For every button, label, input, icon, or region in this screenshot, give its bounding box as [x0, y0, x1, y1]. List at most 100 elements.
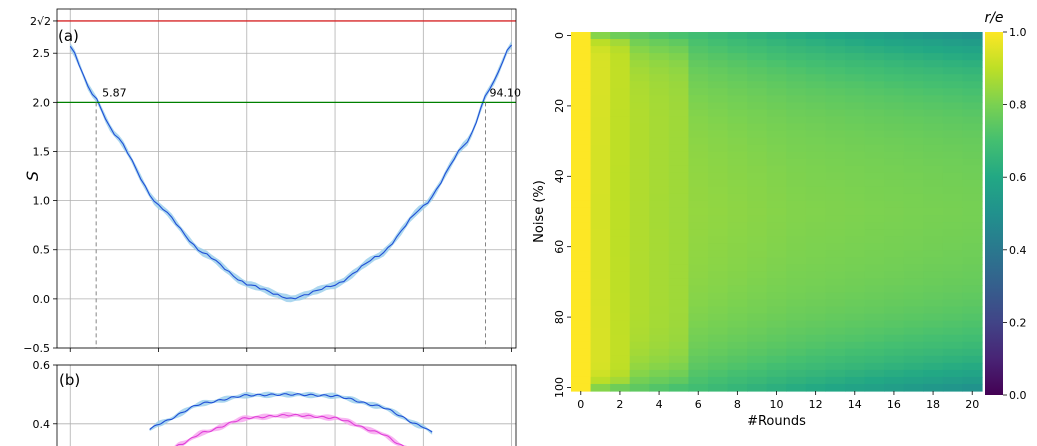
heatmap-cell: [649, 299, 670, 308]
heatmap-cell: [668, 200, 690, 209]
heatmap-cell: [903, 362, 924, 371]
heatmap-cell: [864, 292, 885, 301]
heatmap-cell: [825, 355, 846, 364]
heatmap-cell: [571, 95, 592, 103]
heatmap-cell: [962, 222, 983, 230]
heatmap-cell: [629, 334, 650, 343]
heatmap-cell: [942, 250, 964, 258]
heatmap-cell: [942, 109, 964, 118]
heatmap-cell: [825, 383, 846, 392]
heatmap-cell: [825, 313, 846, 322]
heatmap-cell: [571, 369, 592, 378]
heatmap-cell: [571, 306, 592, 315]
heatmap-cell: [903, 236, 924, 244]
heatmap-cell: [805, 320, 827, 329]
heatmap-cell: [590, 320, 611, 329]
heatmap-cell: [805, 236, 827, 244]
heatmap-cell: [668, 334, 690, 343]
heatmap-cell: [708, 299, 729, 308]
heatmap-cell: [610, 320, 631, 329]
heatmap-cell: [942, 243, 964, 251]
heatmap-cell: [962, 348, 983, 357]
heatmap-cell: [845, 137, 866, 146]
heatmap-cell: [649, 74, 670, 82]
heatmap-cell: [962, 369, 983, 378]
heatmap-cell: [825, 95, 846, 103]
heatmap-cell: [825, 102, 846, 111]
heatmap-cell: [610, 53, 631, 61]
heatmap-cell: [845, 158, 866, 167]
heatmap-cell: [786, 215, 807, 223]
heatmap-cell: [668, 243, 690, 251]
heatmap-cell: [747, 271, 768, 279]
heatmap-cell: [845, 67, 866, 75]
bound-label-2-root-2: 2√2: [30, 15, 51, 28]
heatmap-cell: [962, 257, 983, 265]
heatmap-cell: [884, 264, 905, 272]
heatmap-cell: [688, 376, 709, 385]
heatmap-cell: [766, 130, 787, 139]
heatmap-cell: [649, 172, 670, 181]
heatmap-cell: [668, 102, 690, 111]
heatmap-cell: [629, 109, 650, 118]
series-line-s: [69, 44, 513, 300]
heatmap-cell: [747, 243, 768, 251]
heatmap-cell: [747, 264, 768, 272]
heatmap-cell: [590, 144, 611, 153]
heatmap-cell: [786, 81, 807, 89]
heatmap-cell: [688, 299, 709, 308]
heatmap-cell: [825, 278, 846, 287]
heatmap-cell: [884, 137, 905, 146]
heatmap-cell: [864, 39, 885, 47]
heatmap-cell: [629, 313, 650, 322]
heatmap-cell: [688, 109, 709, 118]
heatmap-cell: [864, 81, 885, 89]
heatmap-cell: [942, 151, 964, 160]
heatmap-cell: [708, 53, 729, 61]
heatmap-cell: [610, 383, 631, 392]
heatmap-cell: [923, 172, 944, 181]
heatmap-cell: [708, 109, 729, 118]
heatmap-cell: [708, 193, 729, 202]
heatmap-cell: [903, 60, 924, 68]
panel-b-label: (b): [59, 371, 80, 389]
heatmap-cell: [884, 116, 905, 125]
heatmap-cell: [688, 116, 709, 125]
heatmap-cell: [590, 88, 611, 96]
heatmap-cell: [884, 383, 905, 392]
heatmap-cell: [688, 229, 709, 237]
heatmap-cell: [649, 60, 670, 68]
heatmap-cell: [688, 179, 709, 188]
heatmap-cell: [903, 53, 924, 61]
heatmap-cell: [629, 144, 650, 153]
heatmap-cell: [708, 341, 729, 350]
heatmap-cell: [962, 186, 983, 195]
heatmap-cell: [805, 229, 827, 237]
heatmap-cell: [727, 243, 748, 251]
heatmap-cell: [688, 137, 709, 146]
heatmap-cell: [923, 306, 944, 315]
heatmap-cell: [649, 151, 670, 160]
heatmap-cell: [629, 151, 650, 160]
heatmap-cell: [590, 200, 611, 209]
heatmap-cell: [571, 39, 592, 47]
heatmap-cell: [727, 60, 748, 68]
heatmap-cell: [668, 144, 690, 153]
heatmap-cell: [708, 348, 729, 357]
heatmap-cell: [903, 67, 924, 75]
heatmap-cell: [649, 292, 670, 301]
heatmap-cell: [629, 137, 650, 146]
heatmap-cell: [571, 236, 592, 244]
y-tick-label: 0.4: [33, 418, 51, 431]
heatmap-cell: [845, 46, 866, 54]
heatmap-y-axis-label: Noise (%): [532, 180, 547, 243]
heatmap-cell: [825, 250, 846, 258]
heatmap-cell: [747, 200, 768, 209]
heatmap-cell: [805, 186, 827, 195]
heatmap-cell: [629, 243, 650, 251]
heatmap-cell: [629, 116, 650, 125]
heatmap-cell: [649, 362, 670, 371]
heatmap-cell: [708, 250, 729, 258]
heatmap-cell: [590, 109, 611, 118]
heatmap-cell: [590, 236, 611, 244]
